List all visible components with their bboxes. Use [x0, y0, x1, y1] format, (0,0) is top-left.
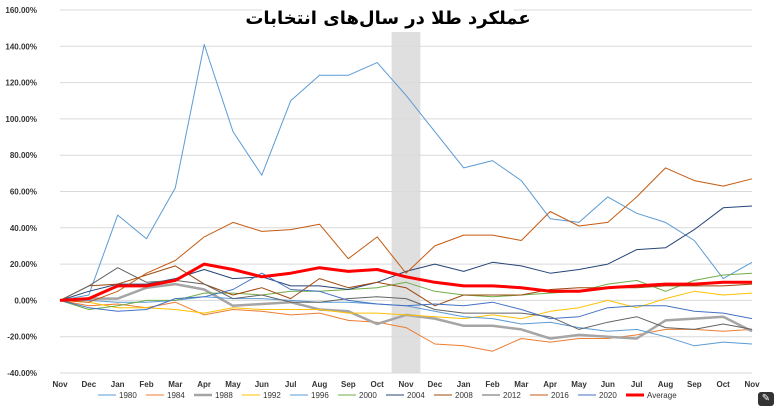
y-tick-label: 0.00%	[14, 296, 37, 305]
series-line-2016	[59, 167, 753, 303]
x-tick-label: Oct	[370, 380, 384, 389]
series-line-2008	[59, 265, 753, 307]
x-tick-label: Jun	[255, 380, 269, 389]
legend-label: Average	[647, 391, 677, 400]
x-tick-label: Apr	[543, 380, 557, 389]
legend-label: 1996	[311, 391, 329, 400]
x-tick-label: Dec	[81, 380, 96, 389]
y-tick-label: 20.00%	[10, 260, 37, 269]
x-tick-label: Jan	[457, 380, 471, 389]
x-tick-label: Dec	[427, 380, 442, 389]
x-tick-label: Mar	[514, 380, 528, 389]
x-tick-label: Feb	[485, 380, 499, 389]
y-tick-label: -40.00%	[7, 369, 37, 378]
x-tick-label: Jan	[111, 380, 125, 389]
series-line-2020	[59, 272, 753, 320]
y-tick-label: 40.00%	[10, 224, 37, 233]
legend-label: 2004	[407, 391, 425, 400]
series-line-average	[59, 262, 752, 302]
legend-label: 2020	[599, 391, 617, 400]
y-tick-label: 100.00%	[5, 115, 37, 124]
y-tick-label: 60.00%	[10, 188, 37, 197]
x-tick-label: Jun	[601, 380, 615, 389]
x-tick-label: Apr	[197, 380, 211, 389]
edit-icon[interactable]: ✎	[758, 392, 774, 406]
x-tick-label: Jul	[631, 380, 643, 389]
legend-label: 1992	[263, 391, 281, 400]
x-tick-label: Mar	[168, 380, 182, 389]
x-tick-label: Feb	[139, 380, 153, 389]
x-tick-label: Nov	[398, 380, 414, 389]
chart-title: عملکرد طلا در سال‌های انتخابات	[245, 7, 531, 29]
x-tick-labels: Nov Dec Jan Feb Mar Apr May Jun Jul Aug Sep Oct Nov D…	[52, 380, 760, 389]
y-tick-labels: 160.00% 140.00% 120.00% 100.00% 80.00% 60.00%…	[5, 6, 37, 378]
series-line-1984	[59, 299, 753, 352]
legend-label: 2012	[503, 391, 521, 400]
y-tick-label: 140.00%	[5, 42, 37, 51]
x-tick-label: Nov	[744, 380, 760, 389]
legend: 1980 1984 1988 1992 1996 2000 2004 2008 2012 2016…	[98, 391, 677, 400]
series-line-1992	[59, 290, 753, 320]
series-line-1980	[59, 44, 753, 301]
x-tick-label: Sep	[687, 380, 702, 389]
x-tick-label: May	[225, 380, 241, 389]
x-tick-label: Aug	[658, 380, 674, 389]
y-tick-label: 80.00%	[10, 151, 37, 160]
y-tick-label: 160.00%	[5, 6, 37, 15]
series-line-2000	[59, 272, 753, 310]
series-lines	[59, 44, 753, 352]
legend-label: 2008	[455, 391, 473, 400]
legend-label: 2000	[359, 391, 377, 400]
shaded-region	[391, 10, 421, 373]
x-tick-label: May	[571, 380, 587, 389]
chart-title-box: عملکرد طلا در سال‌های انتخابات	[245, 4, 531, 32]
x-tick-label: Jul	[285, 380, 297, 389]
legend-label: 1980	[119, 391, 137, 400]
series-line-2004	[59, 205, 753, 301]
x-tick-label: Aug	[312, 380, 328, 389]
x-tick-label: Nov	[52, 380, 68, 389]
y-tick-label: -20.00%	[7, 333, 37, 342]
y-tick-label: 120.00%	[5, 79, 37, 88]
x-tick-label: Oct	[716, 380, 730, 389]
legend-label: 1988	[215, 391, 233, 400]
shaded-column	[391, 10, 421, 373]
legend-label: 1984	[167, 391, 185, 400]
x-tick-label: Sep	[341, 380, 356, 389]
legend-label: 2016	[551, 391, 569, 400]
